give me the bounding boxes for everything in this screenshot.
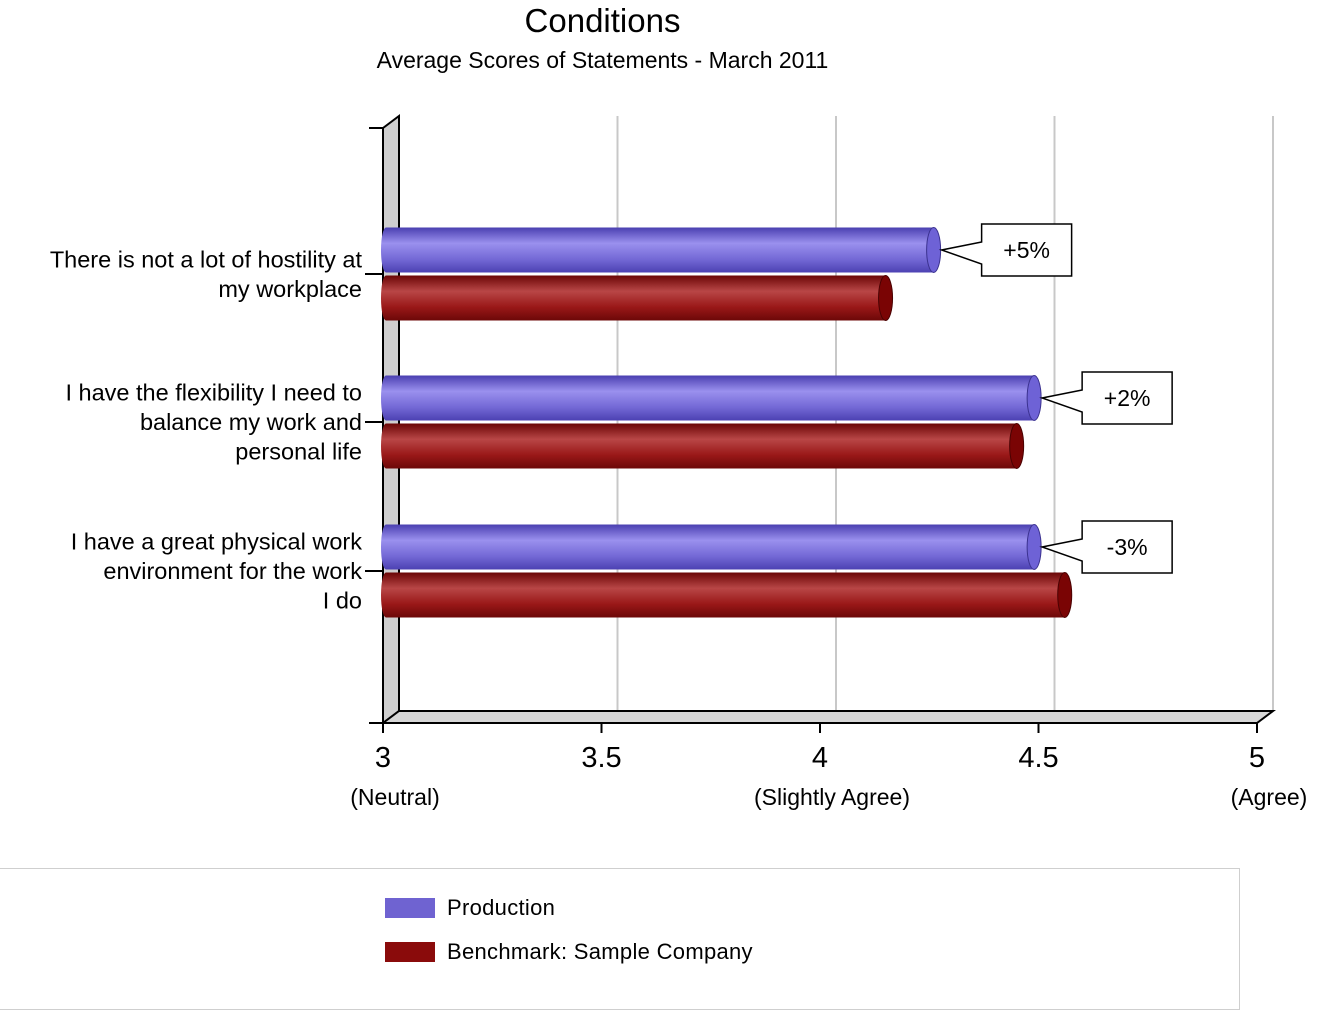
legend-item-production: Production — [385, 895, 555, 921]
delta-callout-0: +5% — [938, 223, 1073, 277]
delta-label-1: +2% — [1104, 385, 1151, 411]
legend-swatch-production — [385, 898, 435, 918]
delta-callout-1: +2% — [1039, 371, 1173, 425]
bar-benchmark-0 — [381, 275, 894, 321]
x-tick-sublabel-0: (Neutral) — [350, 784, 439, 810]
category-label-1-line-1: balance my work and — [140, 409, 362, 435]
x-tick-label-2: 4 — [812, 742, 828, 774]
chart-subtitle: Average Scores of Statements - March 201… — [376, 47, 829, 73]
bar-production-1 — [381, 375, 1042, 421]
bar-production-2 — [381, 524, 1042, 570]
bar-layer — [381, 227, 1073, 618]
bar-chart: +5% +2% -3% 3 (Neutral) 3.5 4 (Slightly Agree)… — [50, 114, 1308, 810]
legend-swatch-benchmark — [385, 942, 435, 962]
legend-label-production: Production — [447, 895, 556, 920]
x-tick-label-0: 3 — [375, 742, 391, 774]
bar-benchmark-2 — [381, 572, 1073, 618]
legend-label-benchmark: Benchmark: Sample Company — [447, 939, 753, 964]
category-layer: There is not a lot of hostility at my wor… — [50, 246, 383, 614]
x-tick-sublabel-2: (Slightly Agree) — [754, 784, 910, 810]
category-label-1-line-0: I have the flexibility I need to — [65, 380, 362, 406]
category-label-1-line-2: personal life — [235, 439, 362, 465]
bar-production-0 — [381, 227, 942, 273]
category-label-2-line-2: I do — [323, 588, 362, 614]
callout-layer: +5% +2% -3% — [938, 223, 1173, 574]
delta-label-0: +5% — [1003, 237, 1050, 263]
x-tick-label-1: 3.5 — [581, 742, 621, 774]
tick-layer: 3 (Neutral) 3.5 4 (Slightly Agree) 4.5 5 (Agree… — [350, 127, 1308, 810]
category-label-0-line-1: my workplace — [218, 276, 362, 302]
axis-floor — [380, 710, 1276, 724]
delta-callout-2: -3% — [1039, 520, 1173, 574]
delta-label-2: -3% — [1107, 534, 1148, 560]
category-label-2-line-0: I have a great physical work — [71, 529, 363, 555]
category-label-0-line-0: There is not a lot of hostility at — [50, 246, 363, 272]
x-tick-sublabel-4: (Agree) — [1231, 784, 1308, 810]
x-tick-label-4: 5 — [1249, 742, 1265, 774]
chart-title: Conditions — [524, 2, 681, 39]
x-tick-label-3: 4.5 — [1018, 742, 1058, 774]
bar-benchmark-1 — [381, 423, 1025, 469]
legend-item-benchmark: Benchmark: Sample Company — [385, 939, 753, 965]
category-label-2-line-1: environment for the work — [103, 558, 362, 584]
